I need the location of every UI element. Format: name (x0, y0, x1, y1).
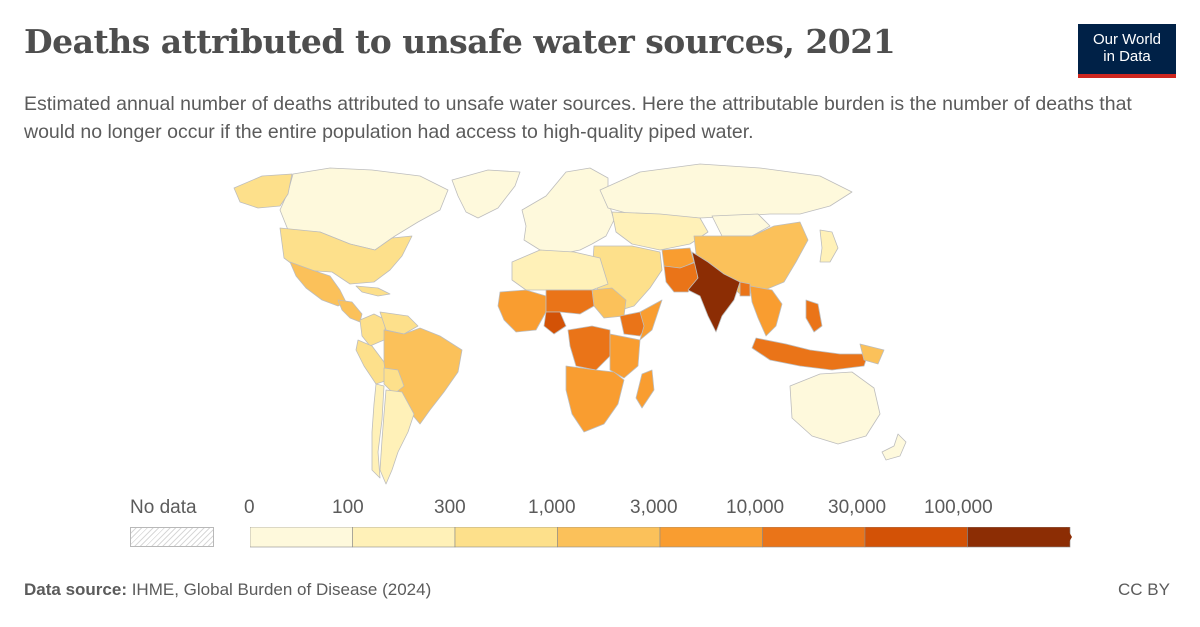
legend-tick-label: 0 (244, 497, 255, 518)
map-region-central-america[interactable] (337, 299, 363, 323)
legend-bin[interactable] (250, 527, 353, 548)
map-region-india[interactable] (687, 251, 741, 333)
legend-bin[interactable] (454, 527, 558, 548)
map-region-bolivia[interactable] (383, 367, 405, 395)
chart-title: Deaths attributed to unsafe water source… (24, 22, 896, 61)
map-region-somalia[interactable] (639, 299, 663, 341)
data-source-text: IHME, Global Burden of Disease (2024) (126, 580, 432, 599)
color-scale[interactable] (250, 527, 1072, 549)
map-region-russia[interactable] (599, 163, 853, 219)
legend-bin[interactable] (967, 527, 1071, 548)
map-region-madagascar[interactable] (635, 369, 655, 409)
map-region-peru[interactable] (355, 339, 389, 385)
map-region-southern-africa[interactable] (565, 365, 625, 433)
data-source-label: Data source: (24, 580, 127, 599)
map-region-papua-new-guinea[interactable] (859, 343, 885, 365)
legend-bin[interactable] (352, 527, 456, 548)
logo-line-1: Our World (1092, 31, 1162, 48)
map-region-indonesia[interactable] (751, 337, 869, 371)
map-region-canada[interactable] (279, 167, 449, 251)
map-region-caribbean[interactable] (355, 285, 391, 297)
map-region-alaska[interactable] (233, 173, 293, 209)
map-region-southeast-asia[interactable] (749, 285, 783, 337)
legend-tick-label: 3,000 (630, 497, 678, 518)
map-region-japan[interactable] (819, 229, 839, 263)
legend-tick-label: 30,000 (828, 497, 887, 518)
map-region-nigeria[interactable] (543, 311, 567, 335)
no-data-swatch[interactable] (130, 527, 214, 547)
map-region-central-asia[interactable] (611, 211, 709, 251)
legend-tick-label: 300 (434, 497, 466, 518)
world-map[interactable] (0, 145, 1200, 495)
map-region-argentina[interactable] (379, 389, 415, 485)
legend-bin[interactable] (762, 527, 866, 548)
data-source: Data source: IHME, Global Burden of Dise… (24, 580, 431, 600)
map-region-australia[interactable] (789, 371, 881, 445)
map-region-chile[interactable] (371, 383, 385, 479)
map-region-venezuela[interactable] (379, 311, 419, 335)
legend-bin[interactable] (557, 527, 661, 548)
no-data-label: No data (130, 497, 197, 518)
map-region-philippines[interactable] (805, 299, 823, 333)
map-region-sahel[interactable] (545, 289, 595, 315)
map-region-new-zealand[interactable] (881, 433, 907, 461)
legend-tick-label: 1,000 (528, 497, 576, 518)
map-region-dr-congo[interactable] (567, 325, 611, 371)
legend-bin[interactable] (864, 527, 968, 548)
logo-line-2: in Data (1103, 48, 1151, 65)
chart-subtitle: Estimated annual number of deaths attrib… (24, 93, 1132, 143)
map-region-bangladesh[interactable] (739, 281, 751, 297)
map-region-mongolia[interactable] (711, 213, 771, 237)
map-region-greenland[interactable] (451, 169, 521, 219)
owid-logo[interactable]: Our World in Data (1078, 24, 1176, 78)
map-region-west-africa[interactable] (497, 289, 547, 333)
legend-tick-label: 100,000 (924, 497, 993, 518)
license-link[interactable]: CC BY (1118, 580, 1170, 599)
legend-bin[interactable] (659, 527, 763, 548)
legend-tick-label: 100 (332, 497, 364, 518)
map-region-north-africa[interactable] (511, 249, 609, 291)
map-region-europe[interactable] (521, 167, 615, 255)
map-region-east-africa[interactable] (609, 333, 641, 379)
legend-tick-label: 10,000 (726, 497, 785, 518)
color-scale-arrow-icon (1066, 527, 1072, 547)
